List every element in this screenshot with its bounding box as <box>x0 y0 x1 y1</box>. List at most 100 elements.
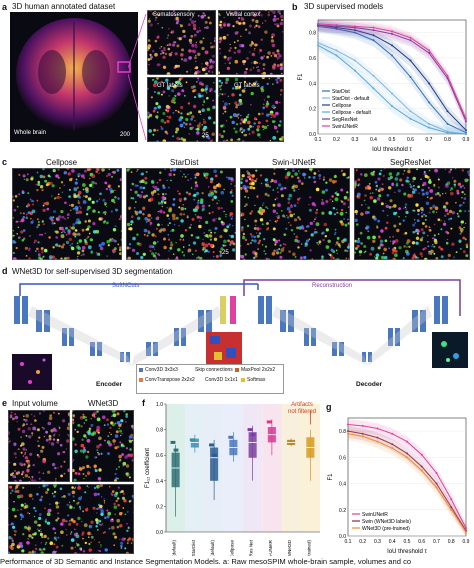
speckle-dot <box>99 443 102 447</box>
legend-maxpool: MaxPool 2x2x2 <box>241 367 276 373</box>
speckle-dot <box>355 213 358 216</box>
speckle-dot <box>457 213 459 215</box>
speckle-dot <box>74 471 78 475</box>
speckle-dot <box>272 114 276 118</box>
speckle-dot <box>63 171 67 175</box>
speckle-dot <box>189 41 193 45</box>
reconstruction-label: Reconstruction <box>312 283 353 289</box>
speckle-dot <box>109 485 111 488</box>
speckle-dot <box>200 88 205 92</box>
speckle-dot <box>273 179 278 184</box>
speckle-dot <box>371 172 375 177</box>
speckle-dot <box>40 449 44 453</box>
speckle-dot <box>150 96 153 99</box>
speckle-dot <box>198 110 202 114</box>
speckle-dot <box>107 172 111 177</box>
speckle-dot <box>434 168 438 173</box>
speckle-dot <box>450 189 452 191</box>
speckle-dot <box>13 209 17 212</box>
speckle-dot <box>43 435 46 438</box>
data-point <box>354 69 356 72</box>
speckle-dot <box>205 92 208 94</box>
speckle-dot <box>180 234 184 238</box>
speckle-dot <box>139 242 141 244</box>
speckle-dot <box>274 220 276 223</box>
speckle-dot <box>83 523 88 528</box>
speckle-dot <box>120 547 123 549</box>
speckle-dot <box>57 193 60 196</box>
speckle-dot <box>195 256 198 260</box>
speckle-dot <box>430 249 434 254</box>
speckle-dot <box>255 80 258 83</box>
speckle-dot <box>334 213 336 216</box>
x-tick-label: 0.1 <box>345 539 352 545</box>
speckle-dot <box>190 177 192 180</box>
speckle-dot <box>177 64 180 68</box>
speckle-dot <box>170 179 172 182</box>
speckle-dot <box>43 534 47 539</box>
speckle-dot <box>442 205 447 209</box>
speckle-dot <box>22 423 26 426</box>
speckle-dot <box>109 426 112 430</box>
speckle-dot <box>119 512 123 516</box>
speckle-dot <box>244 195 247 198</box>
speckle-dot <box>90 418 92 420</box>
speckle-dot <box>20 514 25 519</box>
speckle-dot <box>272 227 276 231</box>
speckle-dot <box>162 55 166 59</box>
speckle-dot <box>28 435 32 439</box>
speckle-dot <box>182 239 185 241</box>
speckle-dot <box>98 436 102 441</box>
speckle-dot <box>168 207 172 211</box>
speckle-dot <box>382 209 385 212</box>
speckle-dot <box>14 415 19 420</box>
speckle-dot <box>21 429 26 434</box>
speckle-dot <box>428 180 432 184</box>
speckle-dot <box>27 526 32 530</box>
speckle-dot <box>264 20 267 22</box>
speckle-dot <box>261 219 264 222</box>
speckle-dot <box>270 116 272 118</box>
speckle-dot <box>375 188 377 191</box>
box <box>171 452 180 488</box>
speckle-dot <box>421 255 423 258</box>
speckle-dot <box>386 193 390 197</box>
cube-outline <box>218 77 284 142</box>
speckle-dot <box>19 544 24 548</box>
speckle-dot <box>52 169 56 173</box>
speckle-dot <box>147 39 151 42</box>
panel-letter-a: a <box>2 2 8 12</box>
speckle-dot <box>157 105 161 109</box>
speckle-dot <box>269 219 272 222</box>
speckle-dot <box>71 490 76 495</box>
speckle-dot <box>246 185 249 189</box>
y-tick-label: 0.6 <box>309 56 316 62</box>
speckle-dot <box>321 255 324 258</box>
speckle-dot <box>61 191 63 193</box>
speckle-dot <box>142 207 145 211</box>
speckle-dot <box>249 182 252 185</box>
speckle-dot <box>133 207 136 209</box>
data-point <box>372 87 375 90</box>
speckle-dot <box>268 11 270 13</box>
speckle-dot <box>115 491 119 495</box>
speckle-dot <box>321 190 326 194</box>
x-tick-label: 0.1 <box>315 137 322 143</box>
speckle-dot <box>188 123 192 126</box>
speckle-dot <box>201 63 203 65</box>
speckle-dot <box>53 210 56 213</box>
speckle-dot <box>428 211 431 214</box>
chart-g: 0.00.20.40.60.80.1 0.2 0.3 0.4 0.5 0.6 0.7 0.8 0… <box>328 417 470 555</box>
speckle-dot <box>392 240 396 244</box>
speckle-dot <box>406 246 408 248</box>
speckle-dot <box>176 136 180 141</box>
speckle-dot <box>131 182 135 186</box>
data-point <box>391 105 393 108</box>
speckle-dot <box>167 234 170 236</box>
speckle-dot <box>278 124 281 127</box>
speckle-dot <box>31 432 34 435</box>
speckle-dot <box>214 174 218 178</box>
speckle-dot <box>38 548 42 551</box>
speckle-dot <box>225 176 228 179</box>
speckle-dot <box>364 194 367 197</box>
